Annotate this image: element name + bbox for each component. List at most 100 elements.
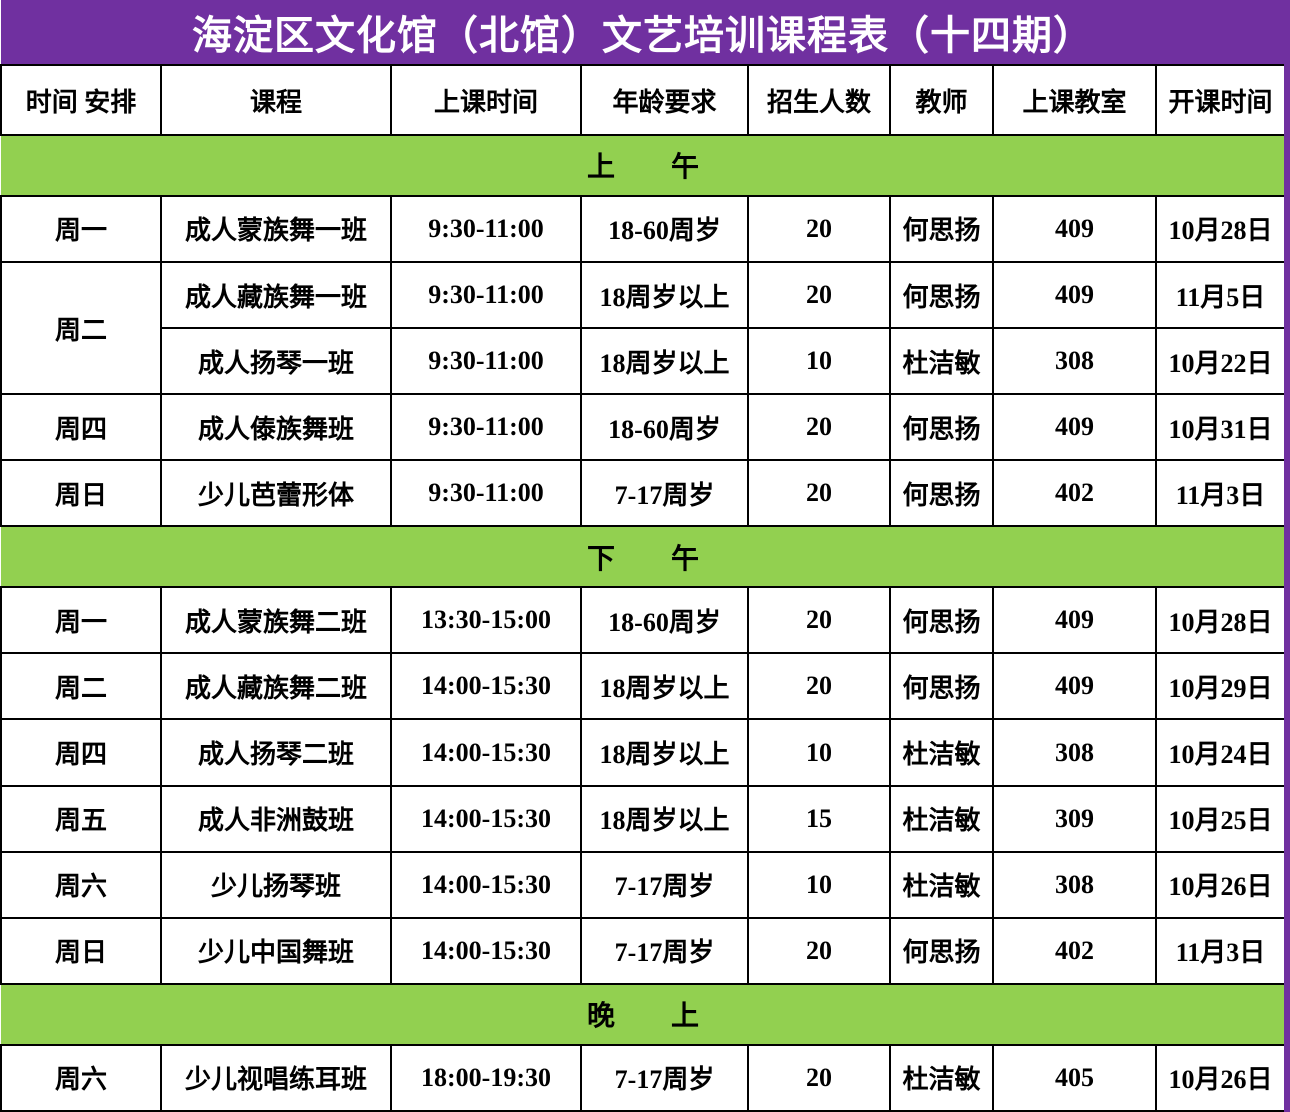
age-cell: 7-17周岁 — [580, 459, 749, 528]
age-cell: 18周岁以上 — [580, 327, 749, 396]
table-row: 周一 成人蒙族舞一班 9:30-11:00 18-60周岁 20 何思扬 409 10月28日 — [0, 194, 1286, 263]
date-cell: 10月28日 — [1155, 194, 1286, 263]
date-cell: 10月31日 — [1155, 393, 1286, 462]
course-cell: 少儿中国舞班 — [160, 916, 392, 985]
age-cell: 18-60周岁 — [580, 586, 749, 655]
section-label: 上 午 — [1, 134, 1285, 197]
section-row: 晚 上 — [1, 982, 1285, 1046]
course-cell: 少儿芭蕾形体 — [160, 459, 392, 528]
column-header-class-time: 上课时间 — [390, 64, 582, 136]
room-cell: 402 — [992, 916, 1157, 985]
teacher-cell: 何思扬 — [889, 459, 994, 528]
teacher-cell: 何思扬 — [889, 586, 994, 655]
day-cell: 周四 — [0, 718, 162, 787]
age-cell: 18周岁以上 — [580, 260, 749, 330]
day-cell: 周一 — [0, 194, 162, 263]
column-header-row: 时间 安排 课程 上课时间 年龄要求 招生人数 教师 上课教室 开课时间 — [0, 64, 1286, 136]
course-cell: 成人蒙族舞一班 — [160, 194, 392, 263]
section-row: 上 午 — [1, 134, 1285, 197]
day-cell: 周日 — [0, 459, 162, 528]
teacher-cell: 杜洁敏 — [889, 718, 994, 787]
room-cell: 402 — [992, 459, 1157, 528]
capacity-cell: 10 — [747, 327, 891, 396]
age-cell: 7-17周岁 — [580, 1043, 749, 1112]
section-row: 下 午 — [1, 525, 1285, 589]
date-cell: 11月3日 — [1155, 459, 1286, 528]
capacity-cell: 20 — [747, 916, 891, 985]
room-cell: 409 — [992, 652, 1157, 721]
course-cell: 成人藏族舞一班 — [160, 260, 392, 330]
capacity-cell: 20 — [747, 393, 891, 462]
teacher-cell: 何思扬 — [889, 260, 994, 330]
capacity-cell: 20 — [747, 194, 891, 263]
table-row: 周四 成人傣族舞班 9:30-11:00 18-60周岁 20 何思扬 409 10月31日 — [0, 393, 1286, 462]
room-cell: 409 — [992, 194, 1157, 263]
course-cell: 成人藏族舞二班 — [160, 652, 392, 721]
age-cell: 18周岁以上 — [580, 718, 749, 787]
date-cell: 10月28日 — [1155, 586, 1286, 655]
age-cell: 18-60周岁 — [580, 393, 749, 462]
course-cell: 少儿视唱练耳班 — [160, 1043, 392, 1112]
time-cell: 13:30-15:00 — [390, 586, 582, 655]
teacher-cell: 何思扬 — [889, 393, 994, 462]
day-cell: 周六 — [0, 1043, 162, 1112]
capacity-cell: 20 — [747, 459, 891, 528]
course-cell: 成人蒙族舞二班 — [160, 586, 392, 655]
time-cell: 9:30-11:00 — [390, 327, 582, 396]
course-cell: 成人傣族舞班 — [160, 393, 392, 462]
time-cell: 14:00-15:30 — [390, 652, 582, 721]
column-header-course: 课程 — [160, 64, 392, 136]
capacity-cell: 20 — [747, 652, 891, 721]
room-cell: 409 — [992, 586, 1157, 655]
section-label: 下 午 — [1, 525, 1285, 589]
column-header-enrollment: 招生人数 — [747, 64, 891, 136]
day-cell: 周二 — [0, 652, 162, 721]
capacity-cell: 20 — [747, 260, 891, 330]
date-cell: 11月5日 — [1155, 260, 1286, 330]
table-row: 周四 成人扬琴二班 14:00-15:30 18周岁以上 10 杜洁敏 308 10月24日 — [0, 718, 1286, 787]
table-row: 周一 成人蒙族舞二班 13:30-15:00 18-60周岁 20 何思扬 409 10月28… — [0, 586, 1286, 655]
day-cell: 周一 — [0, 586, 162, 655]
time-cell: 14:00-15:30 — [390, 850, 582, 919]
table-row: 周二 成人藏族舞一班 9:30-11:00 18周岁以上 20 何思扬 409 11月5日 — [0, 260, 1286, 396]
date-cell: 10月29日 — [1155, 652, 1286, 721]
age-cell: 18周岁以上 — [580, 652, 749, 721]
time-cell: 14:00-15:30 — [390, 784, 582, 853]
course-cell: 成人扬琴一班 — [160, 327, 392, 396]
table-row: 周日 少儿芭蕾形体 9:30-11:00 7-17周岁 20 何思扬 402 11月3日 — [0, 459, 1286, 528]
age-cell: 7-17周岁 — [580, 916, 749, 985]
column-header-time-arrangement: 时间 安排 — [0, 64, 162, 136]
time-cell: 9:30-11:00 — [390, 393, 582, 462]
table-row: 成人扬琴一班 9:30-11:00 18周岁以上 10 杜洁敏 308 10月22日 — [1, 327, 1286, 396]
date-cell: 10月26日 — [1155, 850, 1286, 919]
capacity-cell: 20 — [747, 586, 891, 655]
page-title: 海淀区文化馆（北馆）文艺培训课程表（十四期） — [1, 0, 1285, 65]
room-cell: 405 — [992, 1043, 1157, 1112]
section-label: 晚 上 — [1, 982, 1285, 1046]
column-header-age-requirement: 年龄要求 — [580, 64, 749, 136]
title-row: 海淀区文化馆（北馆）文艺培训课程表（十四期） — [1, 0, 1285, 65]
date-cell: 10月25日 — [1155, 784, 1286, 853]
day-cell: 周四 — [0, 393, 162, 462]
course-cell: 少儿扬琴班 — [160, 850, 392, 919]
day-cell: 周二 — [0, 260, 162, 396]
time-cell: 9:30-11:00 — [390, 260, 582, 330]
room-cell: 308 — [992, 850, 1157, 919]
date-cell: 10月26日 — [1155, 1043, 1286, 1112]
teacher-cell: 杜洁敏 — [889, 850, 994, 919]
table-row: 周五 成人非洲鼓班 14:00-15:30 18周岁以上 15 杜洁敏 309 10月25日 — [0, 784, 1286, 853]
column-header-teacher: 教师 — [889, 64, 994, 136]
time-cell: 9:30-11:00 — [390, 459, 582, 528]
capacity-cell: 10 — [747, 718, 891, 787]
column-header-classroom: 上课教室 — [992, 64, 1157, 136]
teacher-cell: 杜洁敏 — [889, 1043, 994, 1112]
capacity-cell: 15 — [747, 784, 891, 853]
table-row: 周六 少儿扬琴班 14:00-15:30 7-17周岁 10 杜洁敏 308 10月26日 — [0, 850, 1286, 919]
age-cell: 18-60周岁 — [580, 194, 749, 263]
room-cell: 409 — [992, 393, 1157, 462]
teacher-cell: 杜洁敏 — [889, 327, 994, 396]
room-cell: 308 — [992, 718, 1157, 787]
room-cell: 309 — [992, 784, 1157, 853]
capacity-cell: 20 — [747, 1043, 891, 1112]
